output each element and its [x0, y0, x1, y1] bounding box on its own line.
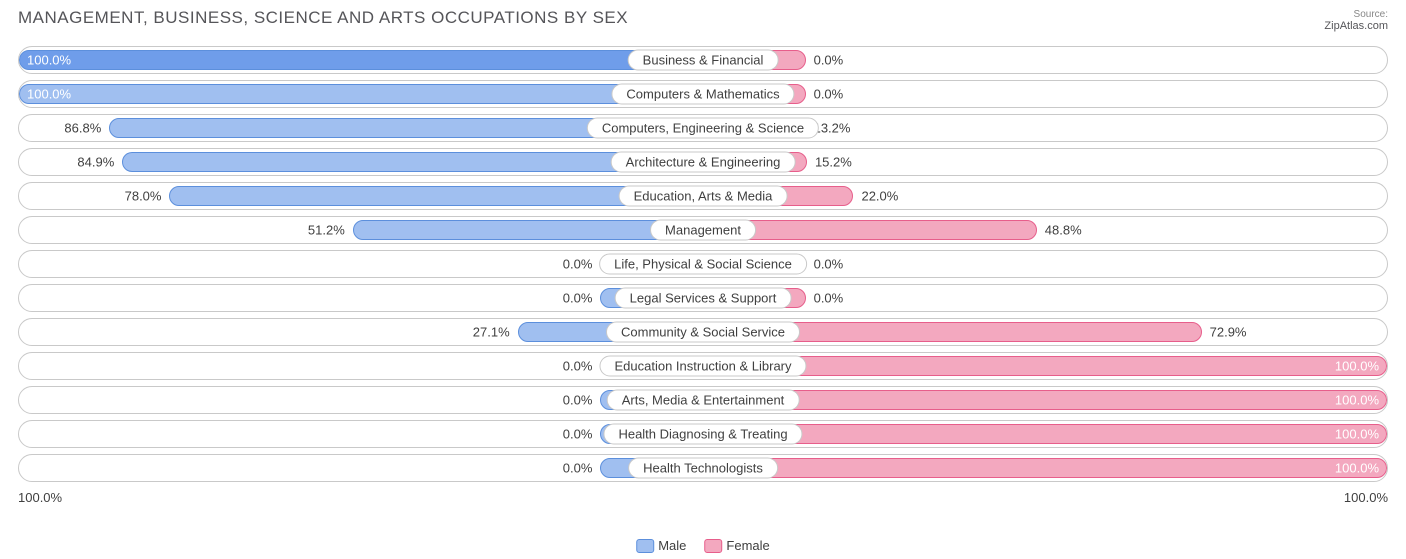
- female-pct-label: 0.0%: [814, 291, 844, 306]
- axis-left: 100.0%: [18, 490, 62, 505]
- male-pct-label: 0.0%: [563, 393, 593, 408]
- chart-title: MANAGEMENT, BUSINESS, SCIENCE AND ARTS O…: [18, 8, 628, 28]
- legend-male: Male: [636, 538, 686, 553]
- female-bar: [703, 390, 1387, 410]
- chart-row: 0.0% 100.0% Health Diagnosing & Treating: [18, 420, 1388, 448]
- female-pct-label: 0.0%: [814, 87, 844, 102]
- category-label: Health Technologists: [628, 458, 778, 479]
- male-pct-label: 100.0%: [27, 87, 71, 102]
- chart-row: 51.2% 48.8% Management: [18, 216, 1388, 244]
- category-label: Arts, Media & Entertainment: [607, 390, 800, 411]
- male-bar: [19, 84, 703, 104]
- female-pct-label: 48.8%: [1045, 223, 1082, 238]
- chart-source: Source: ZipAtlas.com: [1324, 8, 1388, 32]
- chart-header: MANAGEMENT, BUSINESS, SCIENCE AND ARTS O…: [0, 0, 1406, 36]
- category-label: Legal Services & Support: [615, 288, 792, 309]
- male-bar: [19, 50, 703, 70]
- male-pct-label: 0.0%: [563, 359, 593, 374]
- axis-right: 100.0%: [1344, 490, 1388, 505]
- chart-row: 78.0% 22.0% Education, Arts & Media: [18, 182, 1388, 210]
- female-pct-label: 100.0%: [1335, 359, 1379, 374]
- chart-row: 84.9% 15.2% Architecture & Engineering: [18, 148, 1388, 176]
- chart-row: 0.0% 0.0% Life, Physical & Social Science: [18, 250, 1388, 278]
- chart-row: 27.1% 72.9% Community & Social Service: [18, 318, 1388, 346]
- chart-row: 100.0% 0.0% Business & Financial: [18, 46, 1388, 74]
- legend-female-label: Female: [726, 538, 769, 553]
- female-pct-label: 72.9%: [1210, 325, 1247, 340]
- male-swatch-icon: [636, 539, 654, 553]
- category-label: Architecture & Engineering: [611, 152, 796, 173]
- male-pct-label: 100.0%: [27, 53, 71, 68]
- category-label: Business & Financial: [628, 50, 779, 71]
- chart-row: 100.0% 0.0% Computers & Mathematics: [18, 80, 1388, 108]
- female-pct-label: 0.0%: [814, 257, 844, 272]
- chart-row: 86.8% 13.2%Computers, Engineering & Scien…: [18, 114, 1388, 142]
- male-pct-label: 86.8%: [64, 121, 101, 136]
- male-pct-label: 0.0%: [563, 461, 593, 476]
- axis-labels: 100.0% 100.0%: [0, 488, 1406, 505]
- chart-row: 0.0% 0.0% Legal Services & Support: [18, 284, 1388, 312]
- source-label: Source:: [1354, 9, 1388, 20]
- female-bar: [703, 458, 1387, 478]
- chart-row: 0.0% 100.0% Health Technologists: [18, 454, 1388, 482]
- female-pct-label: 100.0%: [1335, 427, 1379, 442]
- category-label: Computers, Engineering & Science: [587, 118, 819, 139]
- category-label: Community & Social Service: [606, 322, 800, 343]
- legend-female: Female: [704, 538, 769, 553]
- category-label: Health Diagnosing & Treating: [603, 424, 802, 445]
- chart-row: 0.0% 100.0% Education Instruction & Librar…: [18, 352, 1388, 380]
- chart-area: 100.0%0.0%Business & Financial100.0%0.0%…: [0, 36, 1406, 482]
- male-pct-label: 0.0%: [563, 427, 593, 442]
- category-label: Education, Arts & Media: [619, 186, 788, 207]
- legend: Male Female: [636, 538, 770, 553]
- category-label: Education Instruction & Library: [599, 356, 806, 377]
- male-pct-label: 51.2%: [308, 223, 345, 238]
- male-pct-label: 78.0%: [125, 189, 162, 204]
- category-label: Life, Physical & Social Science: [599, 254, 807, 275]
- male-pct-label: 84.9%: [77, 155, 114, 170]
- female-pct-label: 100.0%: [1335, 393, 1379, 408]
- male-pct-label: 0.0%: [563, 291, 593, 306]
- chart-row: 0.0% 100.0% Arts, Media & Entertainment: [18, 386, 1388, 414]
- male-pct-label: 27.1%: [473, 325, 510, 340]
- female-pct-label: 15.2%: [815, 155, 852, 170]
- female-swatch-icon: [704, 539, 722, 553]
- female-pct-label: 22.0%: [861, 189, 898, 204]
- category-label: Management: [650, 220, 756, 241]
- female-pct-label: 13.2%: [814, 121, 851, 136]
- legend-male-label: Male: [658, 538, 686, 553]
- category-label: Computers & Mathematics: [611, 84, 794, 105]
- female-bar: [703, 424, 1387, 444]
- female-pct-label: 100.0%: [1335, 461, 1379, 476]
- source-name: ZipAtlas.com: [1324, 20, 1388, 32]
- male-pct-label: 0.0%: [563, 257, 593, 272]
- female-pct-label: 0.0%: [814, 53, 844, 68]
